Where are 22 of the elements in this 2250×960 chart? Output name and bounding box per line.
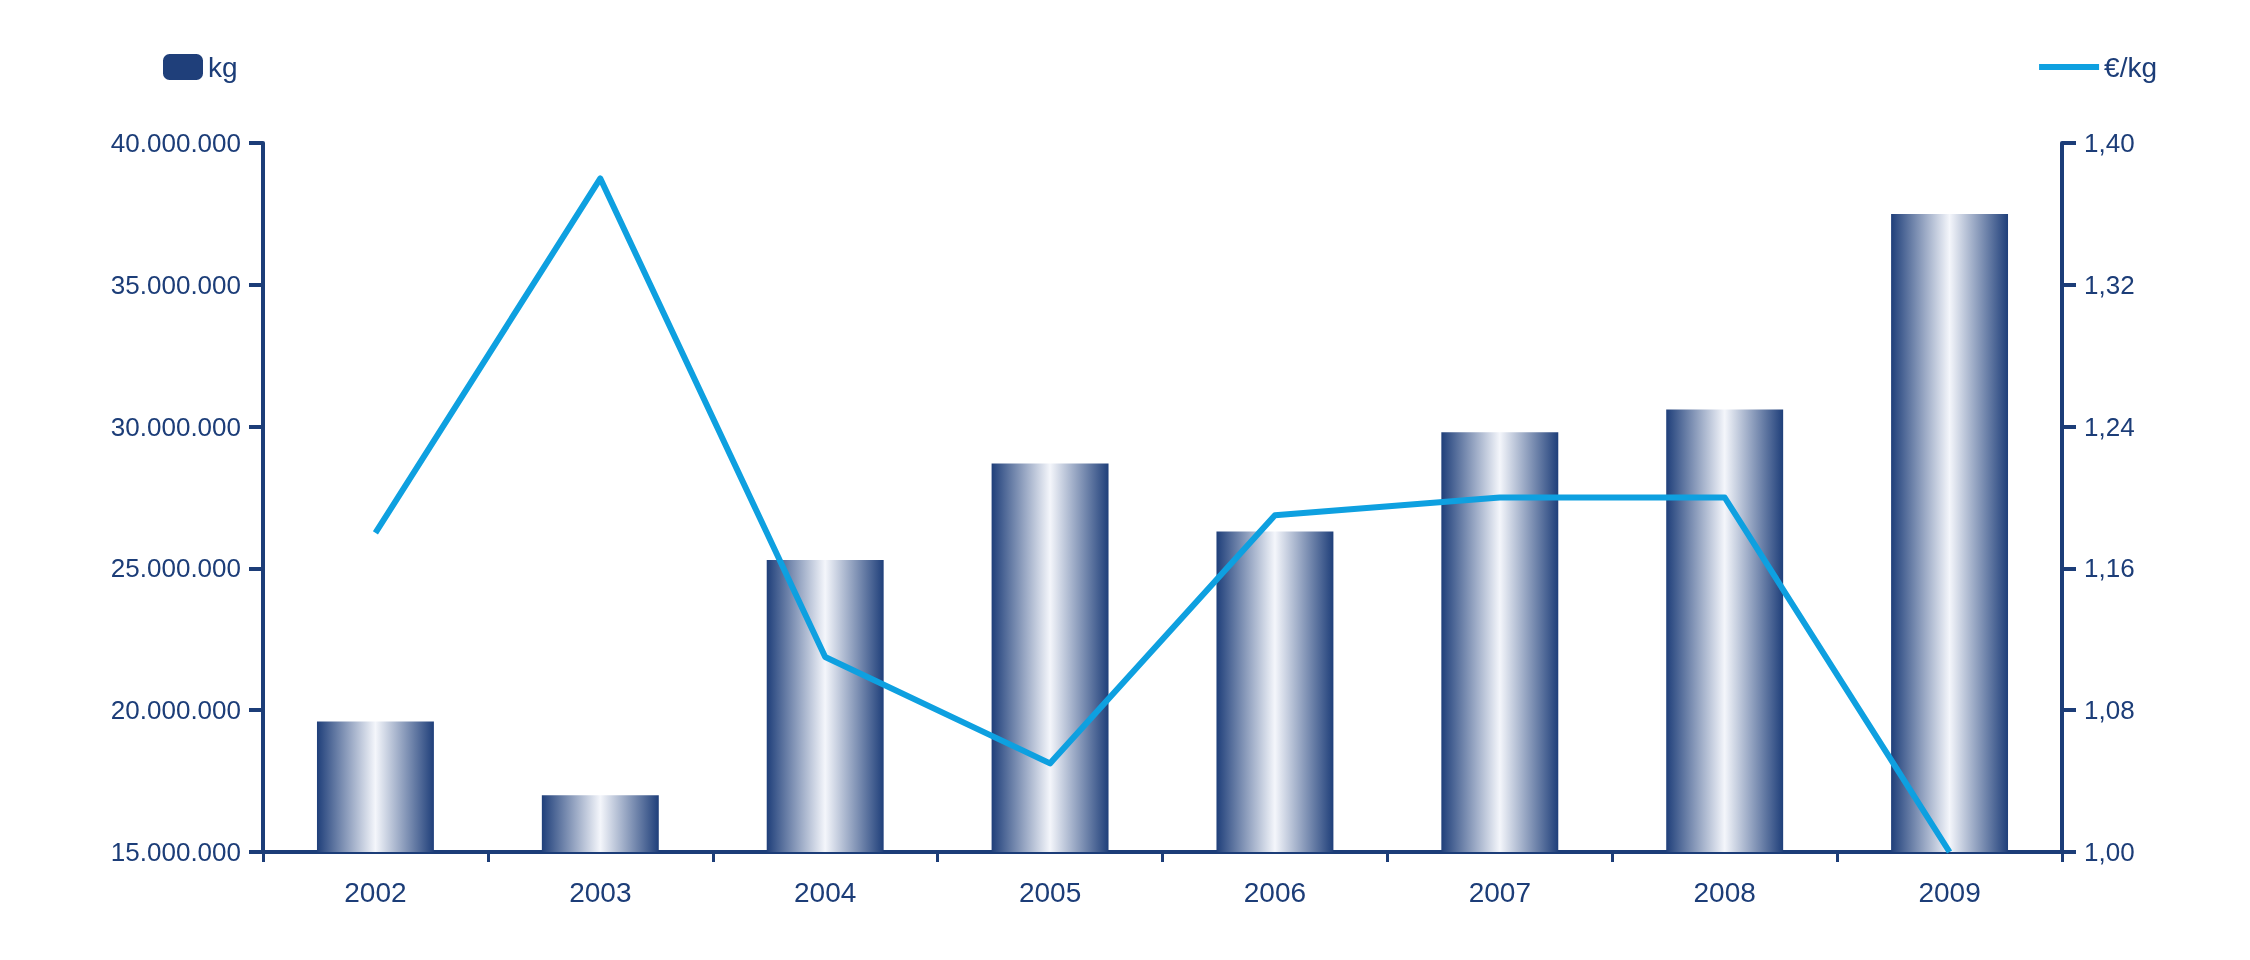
y-tick-label: 30.000.000 (110, 411, 241, 442)
y2-tick-label: 1,00 (2084, 837, 2135, 867)
y-tick-label: 15.000.000 (110, 837, 241, 867)
legend-label: €/kg (2104, 51, 2158, 83)
y-tick-label: 20.000.000 (110, 695, 241, 726)
y-tick-label: 25.000.000 (110, 553, 241, 584)
x-tick-label: 2008 (1693, 876, 1756, 908)
y2-tick-label: 1,08 (2084, 695, 2135, 726)
y-tick-label: 35.000.000 (110, 269, 241, 300)
y2-tick-label: 1,24 (2084, 411, 2135, 442)
x-tick-label: 2005 (1018, 876, 1082, 908)
x-tick-label: 2007 (1468, 876, 1531, 908)
x-tick-label: 2009 (1918, 876, 1981, 908)
x-tick-label: 2006 (1243, 876, 1307, 908)
legend-label: kg (208, 51, 238, 83)
x-tick-label: 2002 (344, 876, 407, 908)
y2-tick-label: 1,40 (2084, 128, 2135, 158)
x-tick-label: 2003 (569, 876, 632, 908)
y2-tick-label: 1,32 (2084, 269, 2135, 300)
y-tick-label: 40.000.000 (110, 128, 241, 158)
x-tick-label: 2004 (794, 876, 857, 908)
y2-tick-label: 1,16 (2084, 553, 2135, 584)
